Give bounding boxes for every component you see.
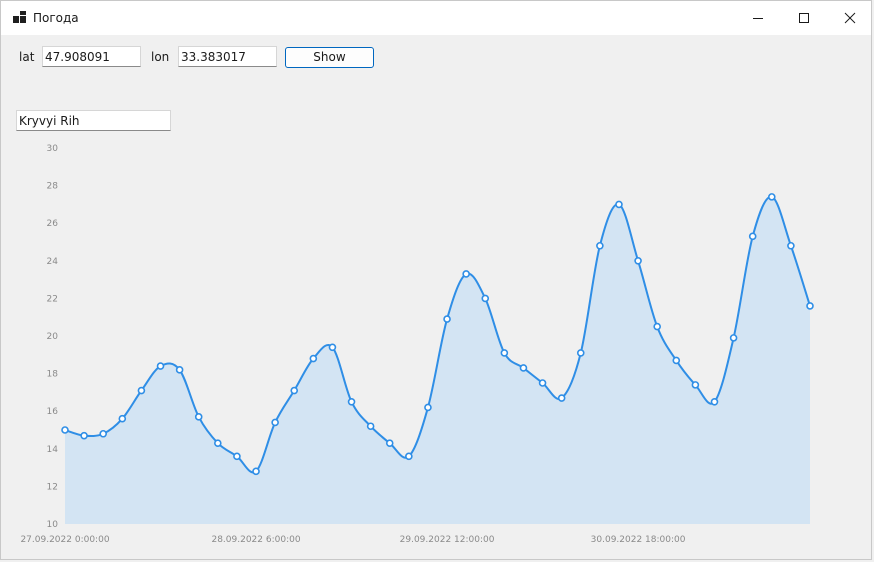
data-point xyxy=(385,439,394,447)
data-point xyxy=(500,349,509,357)
data-point xyxy=(519,364,528,372)
data-point xyxy=(596,241,604,250)
data-point xyxy=(443,315,451,323)
lat-label: lat xyxy=(19,50,35,64)
data-point xyxy=(576,349,585,357)
y-tick-label: 28 xyxy=(47,182,59,192)
data-point xyxy=(366,422,375,431)
y-tick-label: 20 xyxy=(47,332,59,342)
data-point xyxy=(462,270,470,278)
data-point xyxy=(309,354,318,363)
data-point xyxy=(481,294,490,303)
data-point xyxy=(61,426,69,434)
series-line xyxy=(64,195,811,474)
y-tick-label: 14 xyxy=(47,445,59,455)
y-tick-label: 30 xyxy=(47,144,59,154)
data-point xyxy=(787,241,795,250)
data-point xyxy=(214,439,222,447)
close-button[interactable] xyxy=(827,1,873,35)
maximize-button[interactable] xyxy=(781,1,827,35)
data-point xyxy=(156,362,165,370)
data-point xyxy=(194,413,203,421)
minimize-icon xyxy=(753,18,763,19)
data-point xyxy=(99,429,108,438)
x-tick-label: 30.09.2022 18:00:00 xyxy=(591,535,686,545)
data-point xyxy=(767,193,776,201)
data-point xyxy=(252,467,260,476)
data-point xyxy=(118,414,127,423)
data-point xyxy=(80,431,88,440)
x-tick-label: 27.09.2022 0:00:00 xyxy=(20,535,109,545)
close-icon xyxy=(844,12,856,24)
data-point xyxy=(328,343,337,352)
data-point xyxy=(290,386,299,395)
title-bar[interactable]: Погода xyxy=(1,1,871,35)
city-field[interactable]: Kryvyi Rih xyxy=(16,110,171,131)
y-tick-label: 22 xyxy=(47,294,58,304)
window-title: Погода xyxy=(33,11,79,25)
x-tick-label: 28.09.2022 6:00:00 xyxy=(211,535,300,545)
data-point xyxy=(347,397,356,406)
data-point xyxy=(691,381,700,389)
app-icon xyxy=(13,11,27,25)
data-point xyxy=(806,302,814,310)
data-point xyxy=(557,394,566,402)
data-point xyxy=(615,200,623,209)
data-point xyxy=(233,452,241,461)
data-point xyxy=(710,397,719,406)
data-point xyxy=(748,232,757,241)
y-tick-label: 10 xyxy=(47,520,59,530)
data-point xyxy=(653,322,661,331)
data-point xyxy=(729,334,738,342)
data-point xyxy=(271,418,279,427)
y-tick-label: 16 xyxy=(47,407,59,417)
data-point xyxy=(424,403,432,412)
lon-input[interactable]: 33.383017 xyxy=(178,46,277,67)
y-tick-label: 26 xyxy=(47,219,59,229)
series-area xyxy=(65,196,810,524)
data-point xyxy=(672,356,681,365)
data-point xyxy=(405,452,413,461)
minimize-button[interactable] xyxy=(735,1,781,35)
show-button[interactable]: Show xyxy=(285,47,374,68)
lon-label: lon xyxy=(151,50,170,64)
data-point xyxy=(137,386,146,395)
x-tick-label: 29.09.2022 12:00:00 xyxy=(400,535,495,545)
data-point xyxy=(538,379,547,387)
y-tick-label: 12 xyxy=(47,482,58,492)
y-tick-label: 18 xyxy=(47,370,59,380)
lat-input[interactable]: 47.908091 xyxy=(42,46,141,67)
data-point xyxy=(634,256,642,265)
y-tick-label: 24 xyxy=(47,257,59,267)
data-point xyxy=(175,366,184,374)
maximize-icon xyxy=(799,13,809,23)
